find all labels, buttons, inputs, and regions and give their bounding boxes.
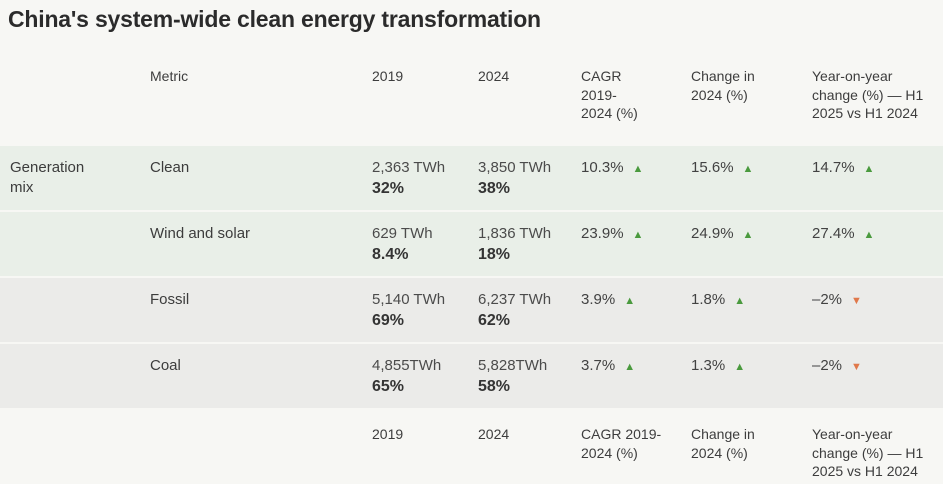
change-2024-value: 15.6% <box>691 159 734 177</box>
page-title: China's system-wide clean energy transfo… <box>8 6 541 32</box>
metric-cell: Coal <box>150 357 181 375</box>
value-2019-cell: 4,855TWh 65% <box>372 356 478 408</box>
change-2024-value: 1.3% <box>691 357 726 375</box>
change-2024-cell: 1.3% ▲ <box>691 356 812 408</box>
footer-cagr: CAGR 2019- 2024 (%) <box>581 426 662 461</box>
yoy-value: 14.7% <box>812 159 855 177</box>
cagr-cell: 3.9% ▲ <box>581 290 691 342</box>
cagr-value: 3.7% <box>581 357 616 375</box>
footer-yoy: Year-on-year change (%) — H1 2025 vs H1 … <box>812 426 924 480</box>
trend-up-icon: ▲ <box>624 295 636 308</box>
table-row-wind-solar: Wind and solar 629 TWh 8.4% 1,836 TWh 18… <box>0 212 943 279</box>
group-cell <box>10 356 150 408</box>
yoy-value: –2% <box>812 291 843 309</box>
value-2019-cell: 5,140 TWh 69% <box>372 290 478 342</box>
value-2024: 6,237 TWh <box>478 291 552 309</box>
group-cell: Generation mix <box>10 158 150 210</box>
footer-group-spacer <box>10 425 150 482</box>
trend-up-icon: ▲ <box>742 229 754 242</box>
value-2024-cell: 5,828TWh 58% <box>478 356 581 408</box>
footer-metric-spacer <box>150 425 372 482</box>
share-2024: 18% <box>478 245 511 263</box>
value-2024-cell: 3,850 TWh 38% <box>478 158 581 210</box>
header-2019: 2019 <box>372 68 404 85</box>
energy-table: Metric 2019 2024 CAGR 2019- 2024 (%) Cha… <box>0 53 943 482</box>
share-2024: 62% <box>478 311 511 329</box>
trend-up-icon: ▲ <box>624 361 636 374</box>
header-metric: Metric <box>150 68 189 85</box>
trend-up-icon: ▲ <box>632 163 644 176</box>
value-2024: 1,836 TWh <box>478 225 552 243</box>
table-row-coal: Coal 4,855TWh 65% 5,828TWh 58% 3.7% ▲ 1.… <box>0 344 943 411</box>
trend-up-icon: ▲ <box>863 229 875 242</box>
group-cell <box>10 290 150 342</box>
group-label: Generation mix <box>10 159 85 196</box>
metric-cell: Clean <box>150 159 190 177</box>
trend-up-icon: ▲ <box>632 229 644 242</box>
value-2024-cell: 6,237 TWh 62% <box>478 290 581 342</box>
yoy-cell: 14.7% ▲ <box>812 158 943 210</box>
value-2019: 4,855TWh <box>372 357 442 375</box>
footer-change-2024: Change in 2024 (%) <box>691 426 755 461</box>
yoy-value: –2% <box>812 357 843 375</box>
cagr-cell: 3.7% ▲ <box>581 356 691 408</box>
cagr-cell: 23.9% ▲ <box>581 224 691 276</box>
yoy-cell: –2% ▼ <box>812 356 943 408</box>
footer-2019: 2019 <box>372 426 404 443</box>
value-2024-cell: 1,836 TWh 18% <box>478 224 581 276</box>
change-2024-cell: 24.9% ▲ <box>691 224 812 276</box>
cagr-value: 10.3% <box>581 159 624 177</box>
footer-2024: 2024 <box>478 426 510 443</box>
metric-cell: Wind and solar <box>150 225 251 243</box>
share-2019: 65% <box>372 377 405 395</box>
trend-up-icon: ▲ <box>734 361 746 374</box>
trend-down-icon: ▼ <box>851 361 862 374</box>
share-2019: 32% <box>372 179 405 197</box>
header-yoy: Year-on-year change (%) — H1 2025 vs H1 … <box>812 68 924 122</box>
change-2024-value: 1.8% <box>691 291 726 309</box>
cagr-value: 3.9% <box>581 291 616 309</box>
share-2024: 38% <box>478 179 511 197</box>
header-2024: 2024 <box>478 68 510 85</box>
share-2019: 69% <box>372 311 405 329</box>
header-change-2024: Change in 2024 (%) <box>691 68 755 103</box>
table-header-row: Metric 2019 2024 CAGR 2019- 2024 (%) Cha… <box>0 53 943 146</box>
value-2024: 5,828TWh <box>478 357 548 375</box>
table-row-fossil: Fossil 5,140 TWh 69% 6,237 TWh 62% 3.9% … <box>0 278 943 345</box>
value-2019: 629 TWh <box>372 225 433 243</box>
header-group-spacer <box>10 67 150 146</box>
header-cagr: CAGR 2019- 2024 (%) <box>581 68 638 122</box>
share-2024: 58% <box>478 377 511 395</box>
table-row-clean: Generation mix Clean 2,363 TWh 32% 3,850… <box>0 146 943 213</box>
yoy-cell: –2% ▼ <box>812 290 943 342</box>
value-2019: 2,363 TWh <box>372 159 446 177</box>
change-2024-cell: 1.8% ▲ <box>691 290 812 342</box>
group-cell <box>10 224 150 276</box>
change-2024-value: 24.9% <box>691 225 734 243</box>
table-footer-row: 2019 2024 CAGR 2019- 2024 (%) Change in … <box>0 410 943 482</box>
trend-up-icon: ▲ <box>863 163 875 176</box>
trend-up-icon: ▲ <box>742 163 754 176</box>
trend-down-icon: ▼ <box>851 295 862 308</box>
change-2024-cell: 15.6% ▲ <box>691 158 812 210</box>
yoy-value: 27.4% <box>812 225 855 243</box>
trend-up-icon: ▲ <box>734 295 746 308</box>
metric-cell: Fossil <box>150 291 190 309</box>
cagr-value: 23.9% <box>581 225 624 243</box>
value-2019-cell: 2,363 TWh 32% <box>372 158 478 210</box>
cagr-cell: 10.3% ▲ <box>581 158 691 210</box>
value-2019-cell: 629 TWh 8.4% <box>372 224 478 276</box>
value-2024: 3,850 TWh <box>478 159 552 177</box>
yoy-cell: 27.4% ▲ <box>812 224 943 276</box>
share-2019: 8.4% <box>372 245 409 263</box>
value-2019: 5,140 TWh <box>372 291 446 309</box>
